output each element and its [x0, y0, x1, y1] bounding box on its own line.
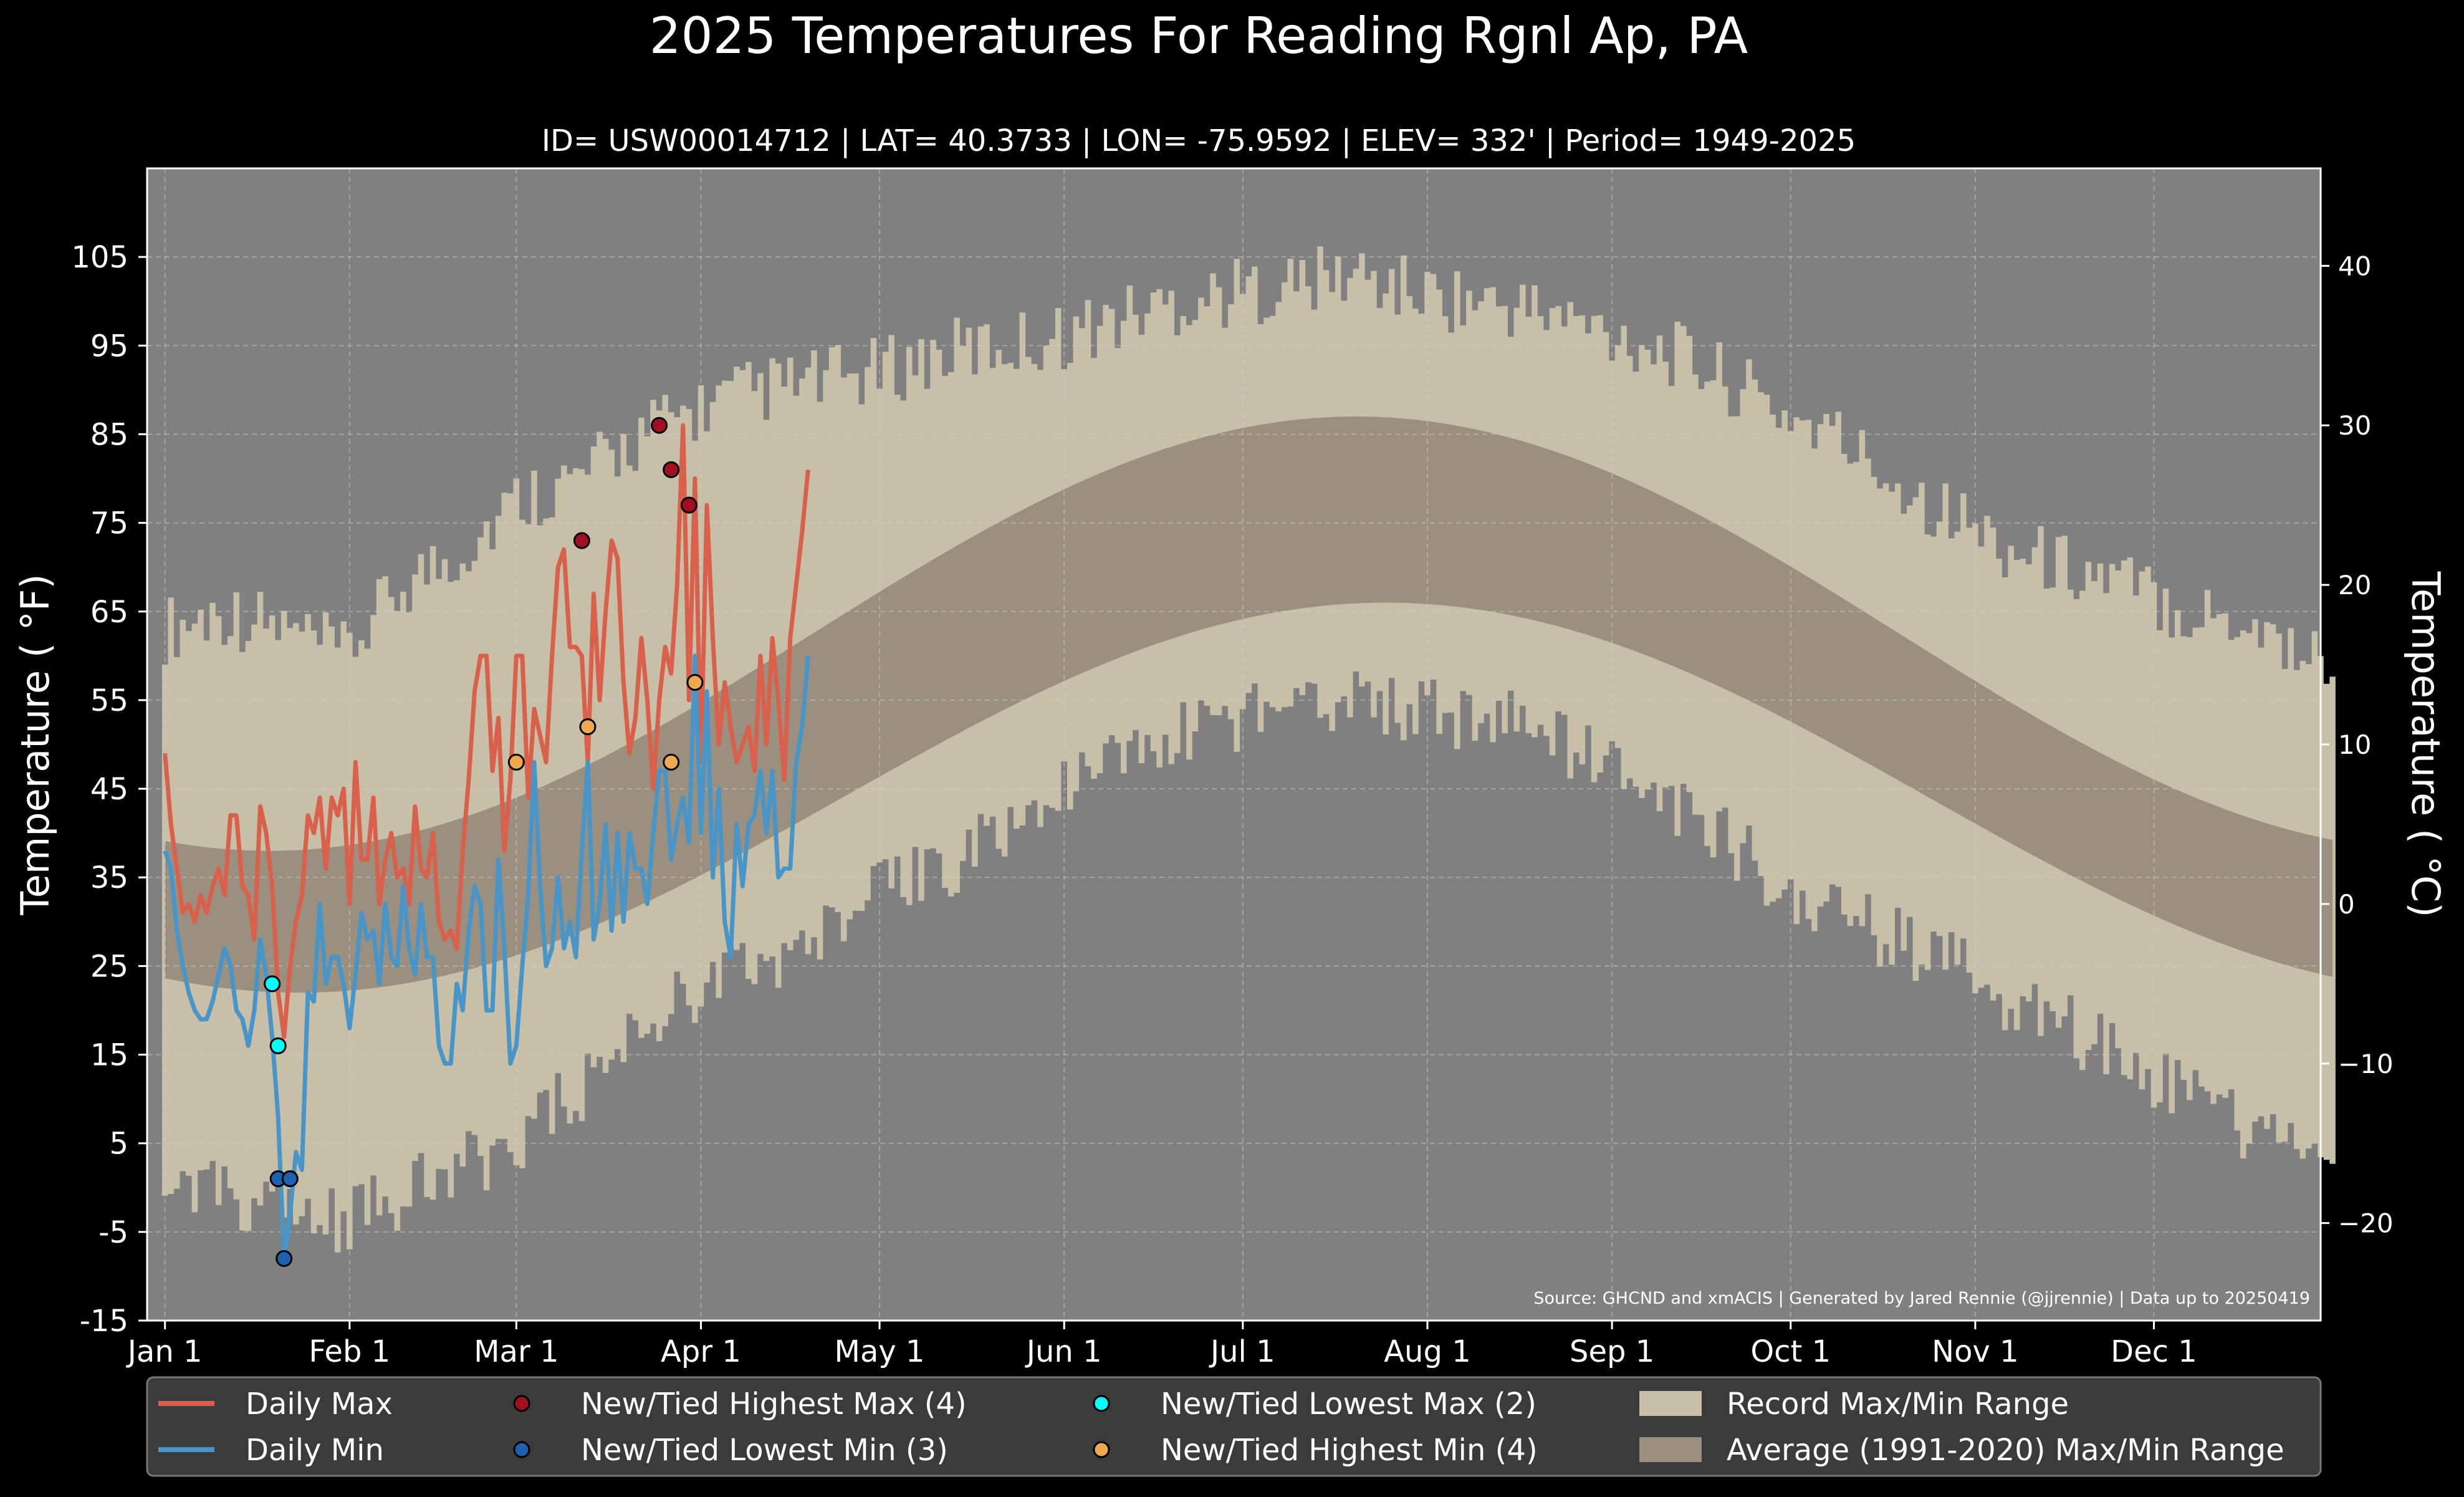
- source-note: Source: GHCND and xmACIS | Generated by …: [1533, 1289, 2310, 1308]
- y-tick-label: 75: [90, 506, 128, 541]
- x-tick-label: Mar 1: [474, 1334, 558, 1369]
- y2-tick-label: 30: [2338, 410, 2371, 441]
- x-tick-label: Oct 1: [1750, 1334, 1831, 1369]
- x-tick-label: Jul 1: [1209, 1334, 1275, 1369]
- x-tick-label: Aug 1: [1384, 1334, 1471, 1369]
- record-marker-point: [663, 461, 680, 478]
- y-tick-label: 85: [90, 417, 128, 452]
- record-marker-point: [686, 673, 704, 691]
- record-marker-point: [663, 753, 680, 771]
- normal-range-area: [165, 416, 2333, 993]
- record-marker-point: [573, 532, 590, 549]
- x-tick-label: Sep 1: [1570, 1334, 1654, 1369]
- legend-label: New/Tied Lowest Max (2): [1161, 1387, 1536, 1422]
- y-tick-label: 35: [90, 860, 128, 895]
- y-axis-celsius: −20 −10 0 10 20 30 40: [2321, 251, 2394, 1239]
- y-tick-label: 105: [71, 240, 128, 275]
- record-range-area: [161, 246, 2336, 1253]
- x-axis-months: Jan 1 Feb 1 Mar 1 Apr 1 May 1 Jun 1 Jul 1 Aug 1…: [126, 1321, 2197, 1369]
- y2-tick-label: 0: [2338, 889, 2355, 920]
- y-axis-fahrenheit: -15 -5 5 15 25 35 45 55 65 75 85 95 105: [71, 240, 147, 1339]
- legend-label: Record Max/Min Range: [1727, 1387, 2069, 1422]
- legend-label: New/Tied Lowest Min (3): [581, 1433, 948, 1468]
- x-tick-label: May 1: [835, 1334, 925, 1369]
- y2-tick-label: −20: [2338, 1208, 2394, 1239]
- record-marker-point: [281, 1170, 299, 1188]
- y-tick-label: -15: [80, 1304, 128, 1339]
- record-marker-point: [507, 753, 525, 771]
- legend-label: Average (1991-2020) Max/Min Range: [1727, 1433, 2284, 1468]
- y2-tick-label: 20: [2338, 570, 2371, 600]
- y-axis-label-celsius: Temperature ( °C): [2403, 571, 2448, 918]
- legend-dot-swatch: [513, 1395, 530, 1412]
- legend-dot-swatch: [513, 1441, 530, 1458]
- legend-label: New/Tied Highest Max (4): [581, 1387, 967, 1422]
- chart-title: 2025 Temperatures For Reading Rgnl Ap, P…: [650, 7, 1748, 65]
- legend-dot-swatch: [1093, 1395, 1110, 1412]
- y-axis-label-fahrenheit: Temperature ( °F): [12, 574, 58, 915]
- record-marker-point: [264, 975, 281, 993]
- legend-patch-swatch: [1639, 1437, 1702, 1462]
- y2-tick-label: −10: [2338, 1049, 2394, 1079]
- chart-subtitle: ID= USW00014712 | LAT= 40.3733 | LON= -7…: [542, 123, 1856, 158]
- legend-label: New/Tied Highest Min (4): [1161, 1433, 1538, 1468]
- x-tick-label: Jun 1: [1025, 1334, 1102, 1369]
- y-tick-label: 95: [90, 329, 128, 363]
- y-tick-label: 25: [90, 949, 128, 984]
- y-tick-label: 15: [90, 1038, 128, 1073]
- plot-area: Source: GHCND and xmACIS | Generated by …: [146, 167, 2336, 1322]
- daily-min-line: [163, 653, 810, 1261]
- record-marker-point: [579, 718, 597, 736]
- x-tick-label: Apr 1: [661, 1334, 741, 1369]
- daily-max-line: [163, 423, 810, 1039]
- record-marker-point: [269, 1037, 287, 1054]
- y-tick-label: 5: [109, 1127, 128, 1162]
- x-tick-label: Jan 1: [126, 1334, 203, 1369]
- record-marker-point: [276, 1249, 293, 1267]
- x-tick-label: Dec 1: [2111, 1334, 2197, 1369]
- legend-label: Daily Max: [246, 1387, 393, 1422]
- legend: Daily Max New/Tied Highest Max (4) New/Tie…: [146, 1376, 2322, 1477]
- y-tick-label: 55: [90, 683, 128, 718]
- y-tick-label: 45: [90, 772, 128, 807]
- y-tick-label: 65: [90, 595, 128, 630]
- x-tick-label: Feb 1: [309, 1334, 390, 1369]
- legend-label: Daily Min: [246, 1433, 384, 1468]
- record-marker-point: [680, 496, 697, 514]
- legend-patch-swatch: [1639, 1391, 1702, 1416]
- y2-tick-label: 10: [2338, 729, 2371, 760]
- y-tick-label: -5: [98, 1215, 128, 1250]
- record-marker-point: [651, 416, 668, 434]
- y2-tick-label: 40: [2338, 251, 2371, 281]
- x-tick-label: Nov 1: [1932, 1334, 2018, 1369]
- legend-dot-swatch: [1093, 1441, 1110, 1458]
